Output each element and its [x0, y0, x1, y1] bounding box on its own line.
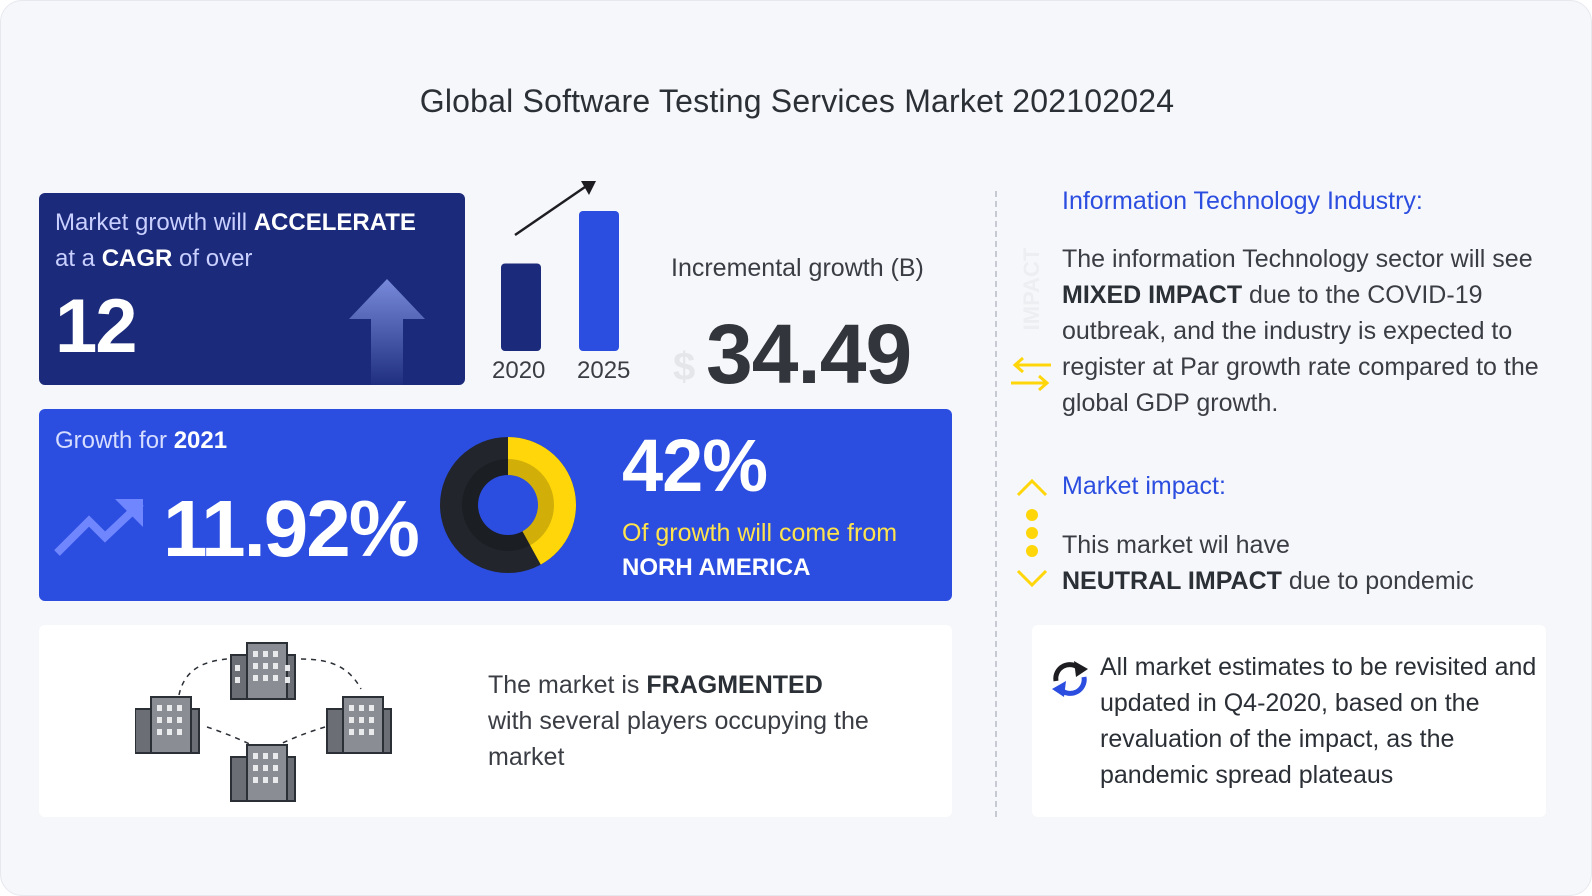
refresh-icon	[1052, 661, 1088, 697]
fragmented-text-prefix: The market is	[488, 671, 647, 699]
it-text-part2: due to the COVID-19 outbreak, and the in…	[1062, 281, 1539, 417]
mi-neutral-impact: NEUTRAL IMPACT	[1062, 567, 1282, 595]
growth-label-prefix: Growth for	[55, 427, 174, 454]
growth-card: Growth for 2021 11.92% 42% Of growth wil…	[39, 409, 952, 601]
cagr-line-1-prefix: Market growth will	[55, 209, 254, 236]
bar-2020	[501, 263, 541, 351]
it-text-part1: The information Technology sector will s…	[1062, 245, 1533, 273]
cagr-line-2-suffix: of over	[172, 245, 253, 272]
market-impact-title: Market impact:	[1062, 472, 1226, 500]
it-industry-text: The information Technology sector will s…	[1062, 241, 1572, 421]
fragmented-text: The market is FRAGMENTED with several pl…	[488, 667, 928, 775]
cagr-bold-text: CAGR	[101, 245, 173, 272]
bar-label-2025: 2025	[577, 357, 631, 384]
market-impact-text: This market wil have NEUTRAL IMPACT due …	[1062, 527, 1562, 599]
share-text: Of growth will come from	[622, 519, 898, 547]
fragmented-bold: FRAGMENTED	[646, 671, 823, 699]
cagr-card: Market growth will ACCELERATE at a CAGR …	[39, 193, 465, 385]
estimates-text: All market estimates to be revisited and…	[1100, 653, 1537, 789]
cagr-line-2: at a CAGR of over	[55, 245, 252, 273]
mi-text-part2: due to pondemic	[1281, 567, 1474, 595]
share-value: 42%	[622, 424, 768, 507]
mi-text-part1: This market wil have	[1062, 531, 1290, 559]
incremental-bar-chart-svg	[501, 181, 619, 351]
share-region: NORH AMERICA	[622, 554, 811, 581]
column-divider	[995, 191, 997, 817]
it-industry-title: Information Technology Industry:	[1062, 187, 1423, 215]
growth-value: 11.92%	[163, 484, 420, 573]
cagr-value: 12	[55, 284, 138, 369]
currency-symbol: $	[673, 345, 696, 389]
north-america-donut-chart	[440, 437, 576, 573]
donut-share-slice	[508, 437, 576, 565]
impact-vertical-label: IMPACT	[1019, 247, 1044, 330]
neutral-impact-icon	[1016, 478, 1048, 588]
up-arrow-icon	[349, 279, 425, 385]
estimates-card: All market estimates to be revisited and…	[1032, 625, 1546, 817]
growth-year: 2021	[173, 427, 228, 454]
cagr-accelerate-text: ACCELERATE	[253, 209, 416, 236]
incremental-growth-value: 34.49	[706, 307, 912, 401]
swap-arrows-icon	[1011, 356, 1051, 392]
fragmented-card: The market is FRAGMENTED with several pl…	[39, 625, 952, 817]
fragmented-text-rest: with several players occupying the marke…	[488, 707, 869, 771]
trending-up-icon	[54, 499, 144, 556]
donut-hole	[478, 475, 538, 535]
cagr-line-2-prefix: at a	[55, 245, 102, 272]
buildings-network-icon	[135, 642, 392, 802]
it-mixed-impact: MIXED IMPACT	[1062, 281, 1243, 309]
growth-year-label: Growth for 2021	[55, 427, 227, 455]
svg-text:IMPACT: IMPACT	[1019, 247, 1044, 330]
incremental-bar-chart: 2020 2025	[491, 177, 651, 391]
bar-label-2020: 2020	[492, 357, 546, 384]
page-title: Global Software Testing Services Market …	[419, 83, 1175, 119]
incremental-growth-label: Incremental growth (B)	[671, 254, 924, 282]
trend-arrow-icon	[514, 181, 596, 237]
cagr-line-1: Market growth will ACCELERATE	[55, 209, 416, 237]
bar-2025	[579, 211, 619, 351]
